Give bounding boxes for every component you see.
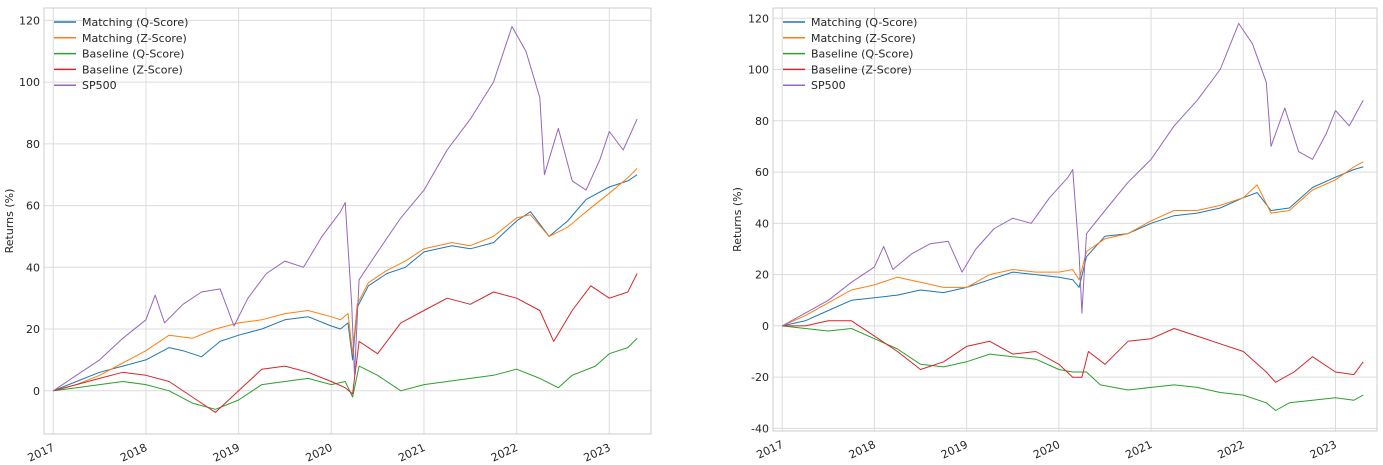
y-tick-label: 100 bbox=[19, 76, 40, 89]
y-tick-label: 120 bbox=[748, 12, 769, 25]
series-line bbox=[53, 174, 638, 392]
y-tick-label: 60 bbox=[755, 166, 769, 179]
plot-frame bbox=[43, 7, 652, 435]
x-tick-label: 2021 bbox=[1123, 438, 1154, 462]
x-tick-label: 2022 bbox=[1216, 438, 1247, 462]
x-tick-label: 2023 bbox=[1308, 438, 1339, 462]
series-line bbox=[781, 161, 1364, 327]
x-tick-label: 2020 bbox=[1031, 438, 1062, 462]
y-tick-label: 80 bbox=[755, 115, 769, 128]
y-tick-label: 20 bbox=[26, 323, 40, 336]
y-tick-label: 0 bbox=[33, 385, 40, 398]
y-axis-title: Returns (%) bbox=[731, 187, 744, 252]
y-tick-label: 20 bbox=[755, 269, 769, 282]
x-tick-label: 2017 bbox=[755, 438, 786, 462]
x-tick-label: 2017 bbox=[26, 441, 57, 465]
series-line bbox=[53, 168, 638, 392]
y-tick-label: 60 bbox=[26, 200, 40, 213]
y-tick-label: 100 bbox=[748, 64, 769, 77]
series-line bbox=[782, 320, 1364, 383]
series-line bbox=[782, 325, 1364, 411]
y-tick-label: -40 bbox=[751, 422, 769, 435]
legend-label: Baseline (Q-Score) bbox=[811, 48, 913, 61]
x-tick-label: 2019 bbox=[211, 441, 242, 465]
legend-label: Baseline (Z-Score) bbox=[811, 63, 912, 76]
legend-label: Baseline (Q-Score) bbox=[82, 48, 184, 61]
plot-frame bbox=[772, 7, 1378, 432]
y-tick-label: 0 bbox=[762, 320, 769, 333]
y-tick-label: 40 bbox=[26, 261, 40, 274]
series-line bbox=[781, 22, 1364, 327]
legend-label: Matching (Q-Score) bbox=[811, 16, 917, 29]
x-tick-label: 2018 bbox=[118, 441, 149, 465]
chart-left: 0 20 40 60 80 100 120 2017 2018 2019 2020 2021 2022 2… bbox=[3, 7, 652, 465]
x-tick-label: 2019 bbox=[939, 438, 970, 462]
y-tick-label: 80 bbox=[26, 138, 40, 151]
x-tick-label: 2018 bbox=[847, 438, 878, 462]
series-line bbox=[782, 166, 1364, 327]
x-tick-label: 2020 bbox=[304, 441, 335, 465]
y-tick-label: 40 bbox=[755, 217, 769, 230]
series-line bbox=[53, 273, 638, 413]
series-line bbox=[53, 337, 638, 410]
x-tick-label: 2022 bbox=[489, 441, 520, 465]
legend-label: Matching (Q-Score) bbox=[82, 16, 188, 29]
x-tick-label: 2021 bbox=[396, 441, 427, 465]
chart-right: -40 -20 0 20 40 60 80 100 120 2017 2018 2019 2020 202… bbox=[731, 7, 1378, 462]
legend-label: Baseline (Z-Score) bbox=[82, 63, 183, 76]
legend-label: Matching (Z-Score) bbox=[811, 32, 916, 45]
legend-label: SP500 bbox=[82, 79, 117, 92]
legend-label: SP500 bbox=[811, 79, 846, 92]
y-tick-label: -20 bbox=[751, 371, 769, 384]
series-line bbox=[53, 26, 638, 392]
legend-label: Matching (Z-Score) bbox=[82, 32, 187, 45]
x-tick-label: 2023 bbox=[582, 441, 613, 465]
y-axis-title: Returns (%) bbox=[3, 189, 16, 254]
y-tick-label: 120 bbox=[19, 14, 40, 27]
